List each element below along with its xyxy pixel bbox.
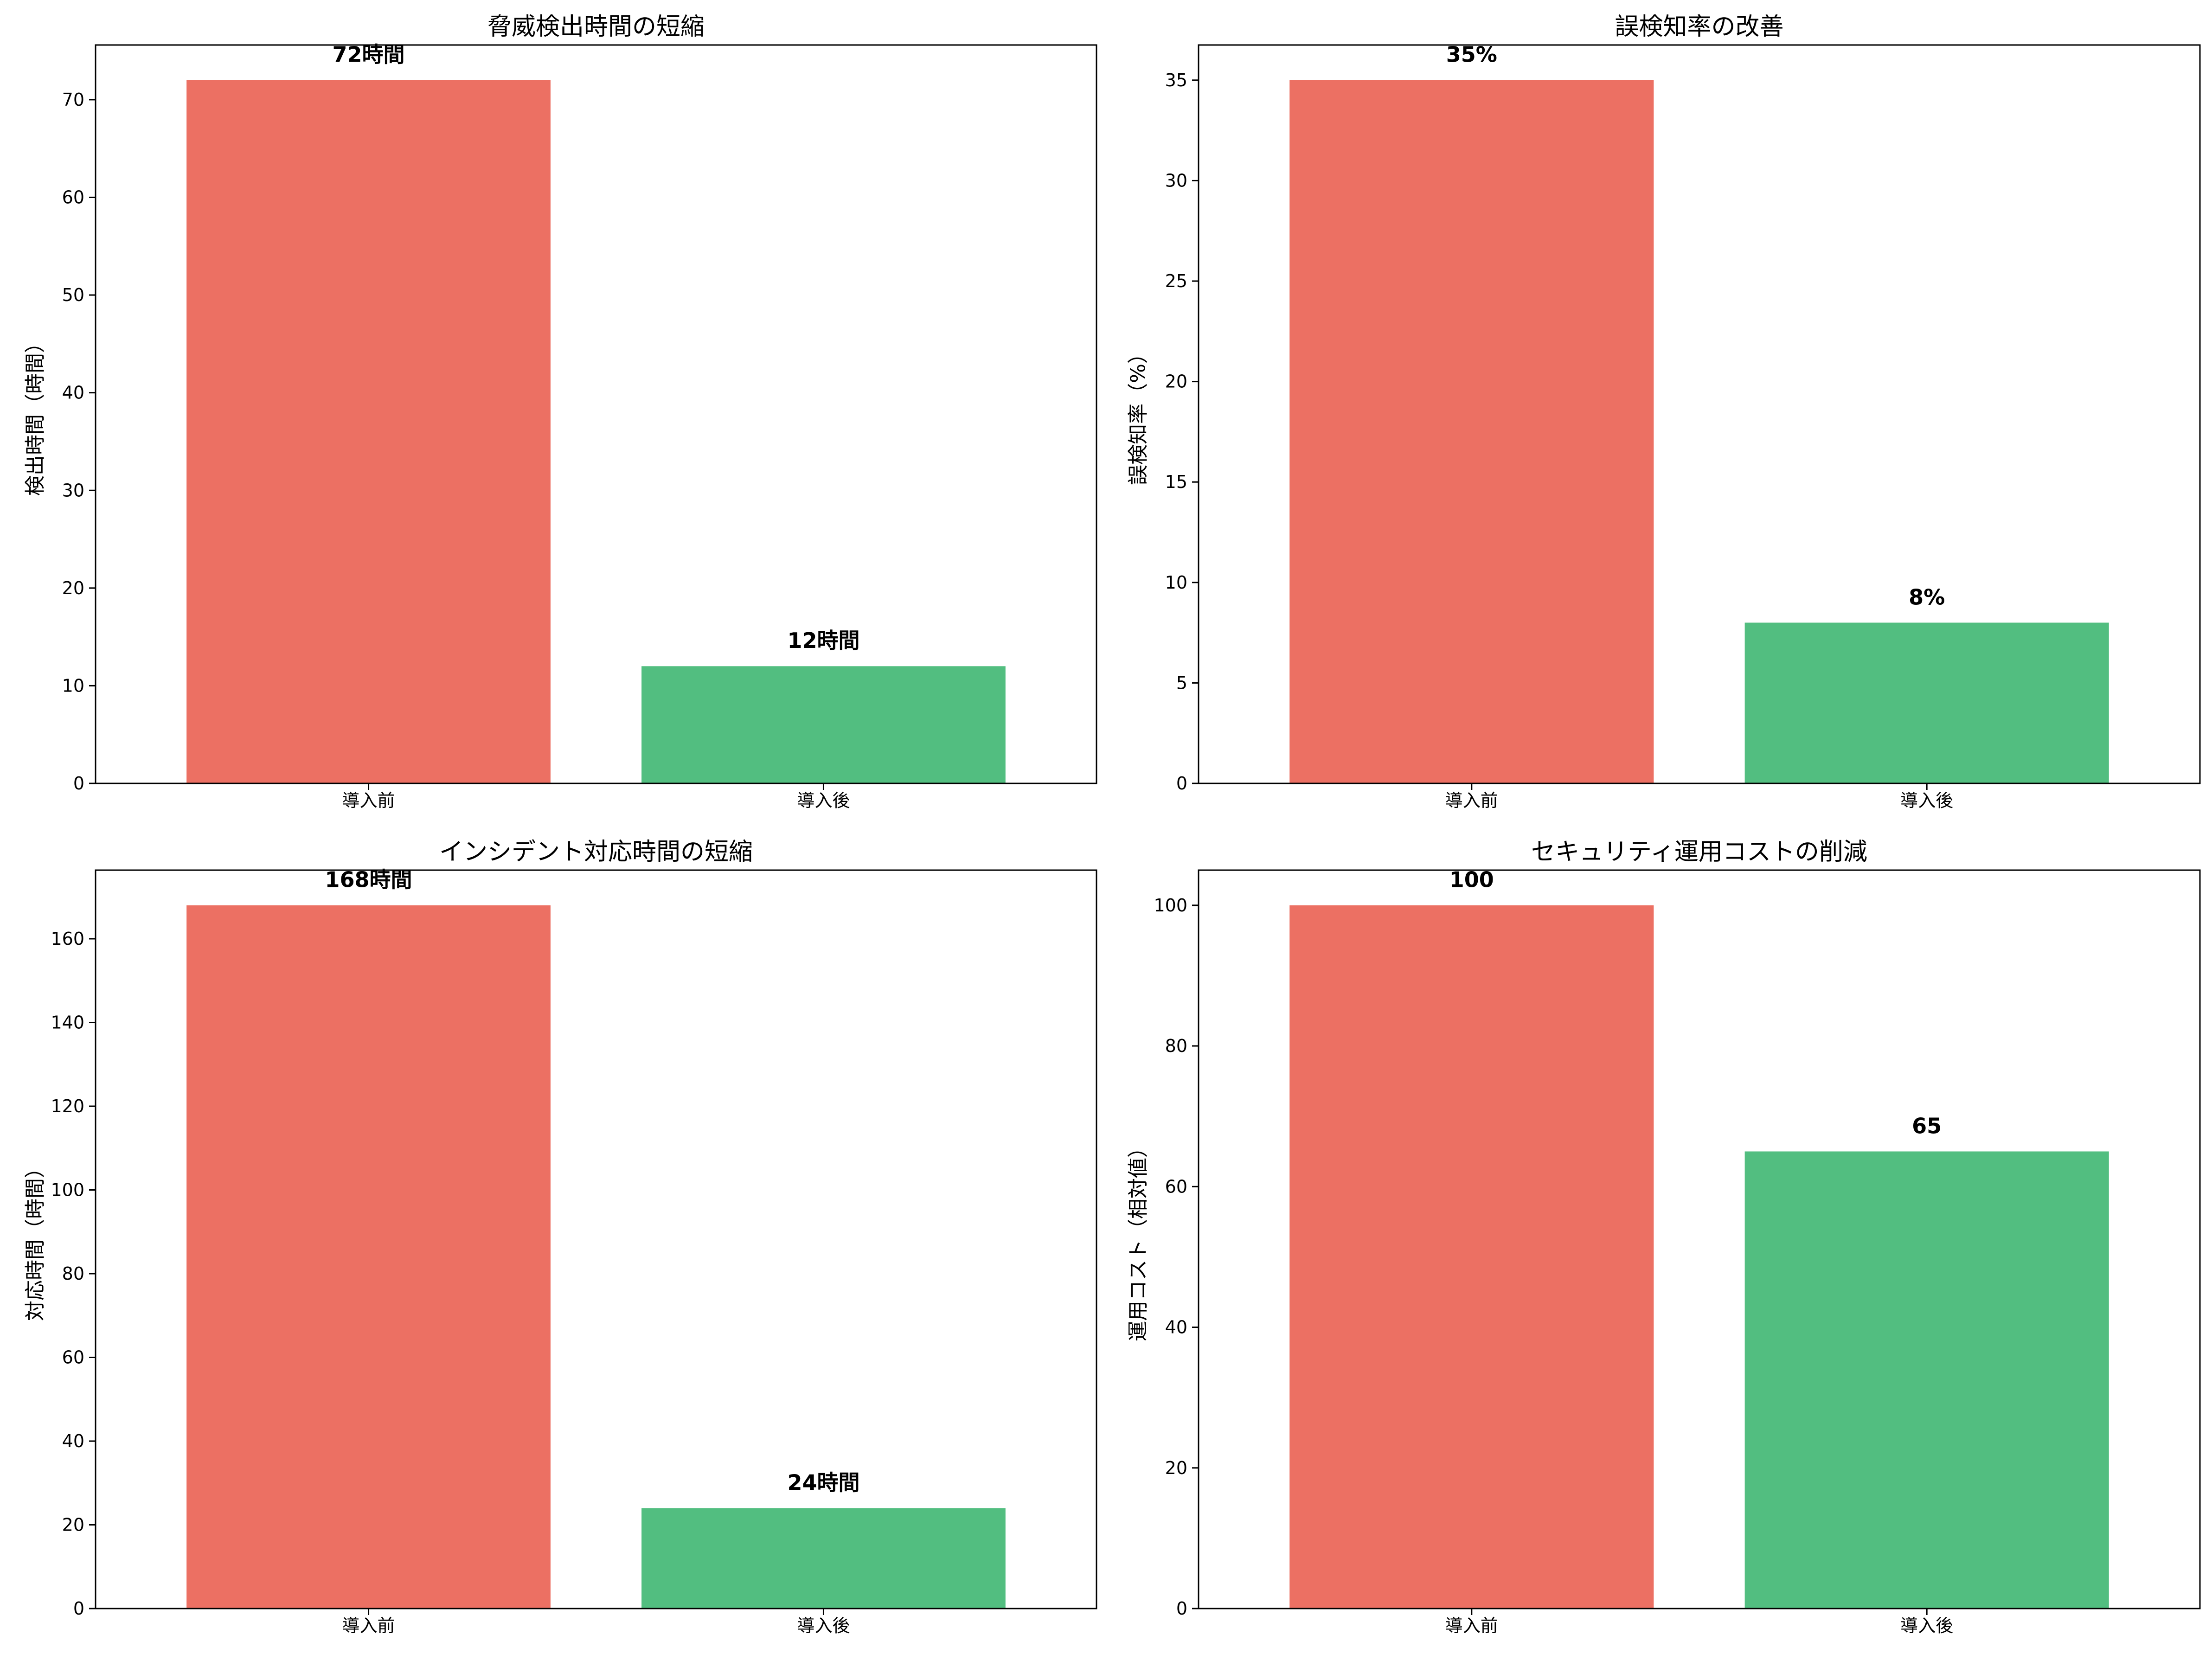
y-tick-label: 40 — [62, 383, 84, 403]
y-tick-label: 100 — [1154, 895, 1187, 916]
y-tick-label: 40 — [1165, 1317, 1187, 1338]
bar-value-label: 8% — [1909, 584, 1945, 609]
y-tick-label: 0 — [73, 773, 84, 794]
x-tick-label: 導入後 — [1900, 1616, 1953, 1636]
y-axis-label: 対応時間（時間） — [24, 1158, 47, 1321]
bar-value-label: 35% — [1446, 42, 1497, 67]
chart-panel-4: 0 20 40 60 80 100 導入前 導入後 100 65 セキュリティ運用コストの削減運用コ… — [1127, 838, 2201, 1636]
bar-value-label: 12時間 — [787, 628, 859, 653]
chart-title: インシデント対応時間の短縮 — [439, 838, 753, 866]
chart-panel-3: 0 20 40 60 80 100 120 140 160 導入前 導入後 168時間 24時間 インシデ… — [24, 838, 1097, 1636]
y-axis-label: 検出時間（時間） — [24, 333, 47, 496]
y-tick-label: 80 — [1165, 1036, 1187, 1056]
x-tick-label: 導入前 — [342, 1616, 395, 1636]
x-tick-label: 導入前 — [1445, 1616, 1498, 1636]
bar-value-label: 65 — [1912, 1113, 1942, 1138]
y-tick-label: 0 — [1176, 773, 1187, 794]
y-tick-label: 10 — [62, 675, 84, 696]
y-tick-label: 100 — [51, 1180, 84, 1200]
chart-panel-1: 0 10 20 30 40 50 60 70 導入前 導入後 72時間 12時間 脅威検出時間の短縮検出… — [24, 13, 1097, 811]
bar-value-label: 24時間 — [787, 1470, 859, 1495]
plot-frame — [1198, 44, 2201, 784]
x-tick-label: 導入前 — [342, 790, 395, 811]
bar-value-label: 100 — [1449, 867, 1494, 892]
y-tick-label: 120 — [51, 1096, 84, 1116]
x-tick-label: 導入前 — [1445, 790, 1498, 811]
bar-value-label: 72時間 — [333, 42, 405, 67]
y-tick-label: 140 — [51, 1013, 84, 1033]
y-tick-label: 160 — [51, 929, 84, 949]
bar-after — [1744, 622, 2109, 783]
y-tick-label: 40 — [62, 1431, 84, 1451]
y-tick-label: 10 — [1165, 572, 1187, 593]
plot-frame — [95, 44, 1097, 784]
y-tick-label: 60 — [62, 1347, 84, 1368]
y-tick-label: 35 — [1165, 70, 1187, 90]
y-tick-label: 20 — [62, 578, 84, 598]
y-tick-label: 30 — [62, 480, 84, 500]
y-tick-label: 30 — [1165, 170, 1187, 191]
y-tick-label: 70 — [62, 90, 84, 110]
bar-before — [1289, 905, 1654, 1609]
y-tick-label: 20 — [1165, 1458, 1187, 1478]
chart-title: 誤検知率の改善 — [1615, 13, 1783, 41]
plot-frame — [1198, 869, 2201, 1609]
x-tick-label: 導入後 — [797, 1616, 850, 1636]
y-tick-label: 60 — [1165, 1176, 1187, 1197]
x-tick-label: 導入後 — [1900, 790, 1953, 811]
y-tick-label: 15 — [1165, 472, 1187, 492]
chart-title: 脅威検出時間の短縮 — [487, 13, 705, 41]
y-tick-label: 50 — [62, 285, 84, 305]
y-tick-label: 0 — [1176, 1598, 1187, 1619]
y-axis-label: 運用コスト（相対値） — [1127, 1137, 1150, 1341]
plot-frame — [95, 869, 1097, 1609]
bar-value-label: 168時間 — [325, 867, 412, 892]
y-tick-label: 5 — [1176, 673, 1187, 693]
y-tick-label: 25 — [1165, 271, 1187, 291]
bar-before — [186, 905, 551, 1609]
bar-after — [1744, 1151, 2109, 1609]
bar-after — [641, 666, 1006, 783]
y-tick-label: 20 — [62, 1515, 84, 1535]
y-axis-label: 誤検知率（%） — [1127, 343, 1150, 485]
bar-before — [1289, 80, 1654, 783]
y-tick-label: 80 — [62, 1263, 84, 1284]
bar-after — [641, 1508, 1006, 1609]
y-tick-label: 60 — [62, 187, 84, 208]
y-tick-label: 0 — [73, 1598, 84, 1619]
bar-before — [186, 80, 551, 783]
x-tick-label: 導入後 — [797, 790, 850, 811]
chart-title: セキュリティ運用コストの削減 — [1531, 838, 1867, 866]
y-tick-label: 20 — [1165, 372, 1187, 392]
